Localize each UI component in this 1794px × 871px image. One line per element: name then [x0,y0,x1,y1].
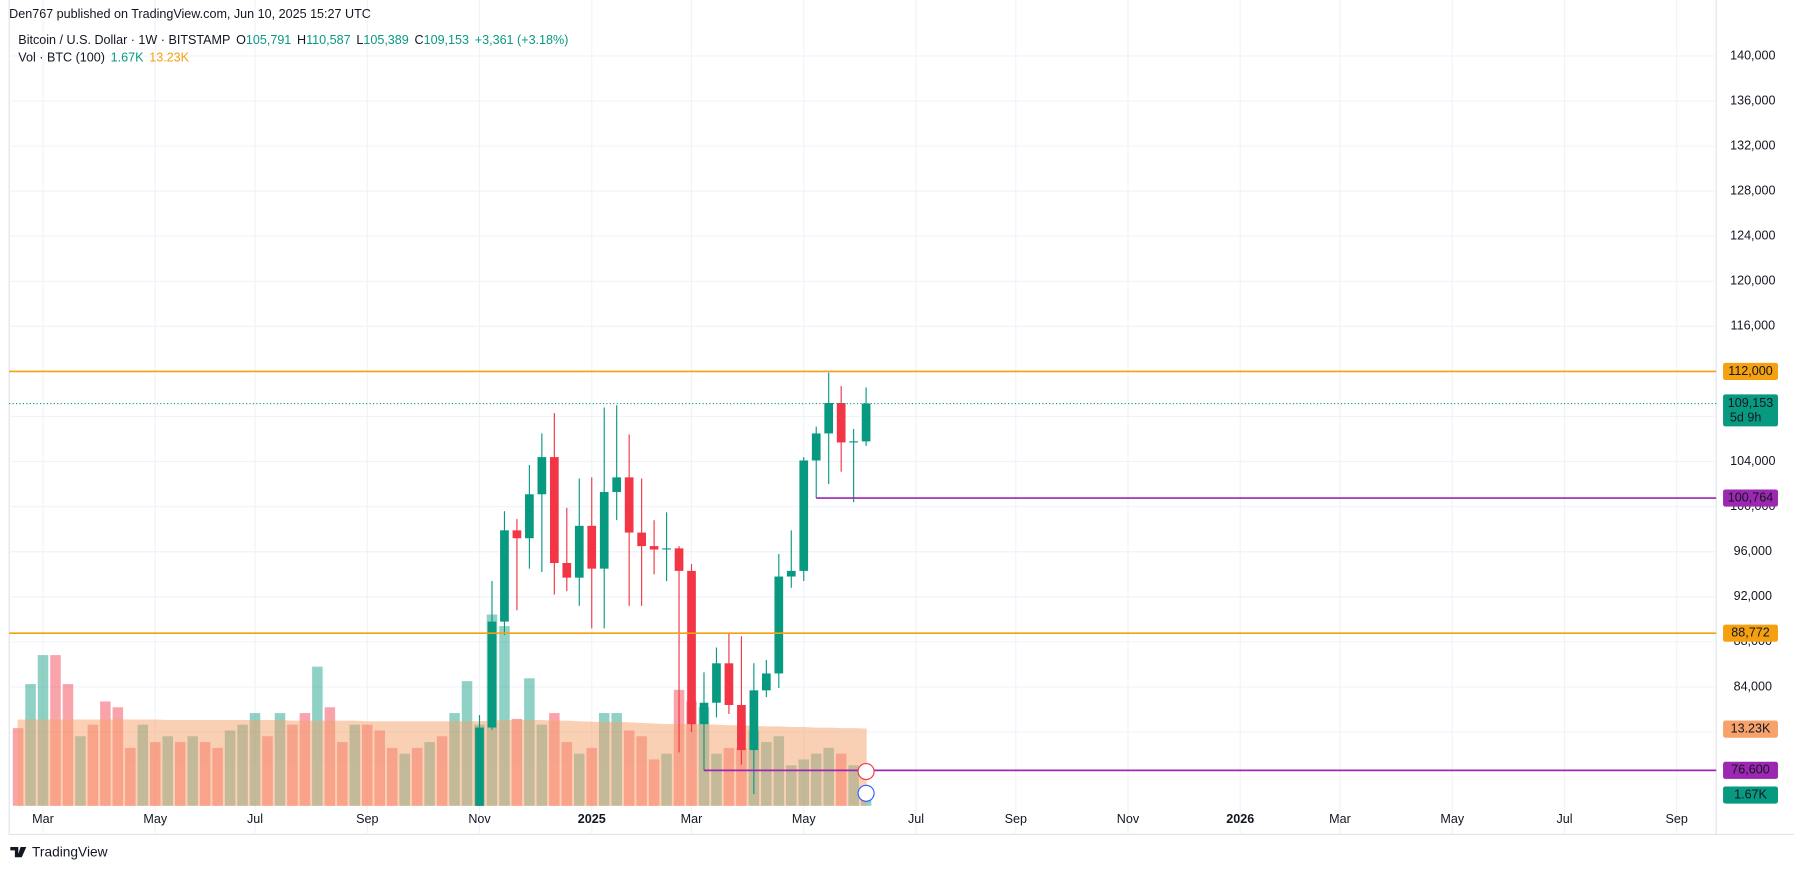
x-tick-label: Sep [1005,812,1027,826]
y-tick-label: 132,000 [1730,138,1775,152]
candle-body [599,492,609,569]
x-tick-label: May [792,812,816,826]
volume-bar [499,626,510,806]
price-label: 76,600 [1731,763,1769,777]
y-tick-label: 96,000 [1734,544,1772,558]
volume-label: 1.67K [1734,787,1767,801]
logo: TradingView [10,844,108,859]
x-tick-label: Nov [1117,812,1140,826]
candle-body [587,525,597,569]
candle-body [549,457,559,564]
legend-change: +3,361 (+3.18%) [475,33,569,47]
candle-body [512,530,522,539]
candle-body [737,704,746,751]
candle-body [824,403,834,434]
brand: TradingView [32,844,108,859]
candle-body [687,570,696,725]
candle-body [774,576,784,674]
candle-body [849,441,858,443]
x-tick-label: May [143,812,167,826]
event-icon [857,762,875,781]
x-tick-label: 2025 [578,812,606,826]
publisher: Den767 published on TradingView.com, Jun… [9,7,371,21]
ma-value: 13.23K [149,51,189,65]
y-tick-label: 104,000 [1730,454,1775,468]
candle-body [786,570,796,577]
last-price-box [1723,394,1778,427]
price-label: 88,772 [1731,626,1769,640]
candle-body [574,525,584,578]
legend: Bitcoin / U.S. Dollar · 1W · BITSTAMP O10… [18,33,568,47]
candle-body [487,621,497,728]
y-tick-label: 124,000 [1730,229,1775,243]
x-tick-label: Sep [356,812,378,826]
price-label: 112,000 [1728,364,1773,378]
legend-key: C [415,33,424,47]
candle-body [712,663,721,703]
candle-body [662,548,671,550]
candle-body [475,727,484,806]
volume-label-box [1723,786,1778,804]
candle-body [500,530,509,622]
y-tick-label: 128,000 [1730,183,1775,197]
x-tick-label: Nov [468,812,491,826]
x-tick-label: Jul [908,812,924,826]
x-tick-label: Sep [1666,812,1688,826]
candle-body [861,403,871,442]
candle-body [637,532,646,547]
countdown: 5d 9h [1730,411,1761,425]
x-tick-label: Mar [1329,812,1351,826]
y-tick-label: 136,000 [1730,93,1775,107]
candle-body [811,433,821,461]
ma-label: 13.23K [1731,721,1771,735]
plot-layer: Mar May Jul Sep Nov 2025 Mar May Jul Sep Nov 2026 Ma… [9,0,1778,835]
candle-body [699,702,709,725]
price-label: 100,764 [1728,490,1773,504]
candle-body [674,548,684,571]
volume-value: 1.67K [111,51,144,65]
legend-value: 105,791 [246,33,291,47]
event-icon [857,784,875,802]
y-tick-label: 84,000 [1734,679,1772,693]
candle-body [562,563,572,578]
candle-body [799,460,809,571]
candle-body [761,673,771,691]
candle-body [525,494,534,539]
y-tick-label: 92,000 [1734,589,1772,603]
candle-body [724,663,734,705]
candle-body [624,477,634,533]
legend-value: 105,389 [363,33,408,47]
candle-body [649,546,659,550]
legend-key: O [236,33,246,47]
candle-body [612,477,622,493]
price-label-box [1723,624,1778,642]
x-tick-label: 2026 [1226,812,1254,826]
plot [12,372,872,806]
x-tick-label: Jul [247,812,263,826]
volume-title: Vol · BTC (100) [18,51,105,65]
legend-key: H [297,33,306,47]
y-tick-label: 116,000 [1731,319,1776,333]
candle-body [537,457,547,495]
symbol: Bitcoin / U.S. Dollar · 1W · BITSTAMP [18,33,230,47]
y-tick-label: 140,000 [1730,48,1775,62]
x-tick-label: Mar [681,812,703,826]
legend-value: 110,587 [306,33,351,47]
legend-key: L [356,33,363,47]
x-tick-label: May [1440,812,1464,826]
ma-label-box [1723,720,1778,738]
y-tick-label: 120,000 [1730,274,1775,288]
last-price-label: 109,153 [1728,396,1773,410]
candle-body [749,690,759,751]
candle-body [836,403,846,443]
volume-legend: Vol · BTC (100) 1.67K 13.23K [18,51,189,65]
price-label-box [1723,489,1778,507]
price-label-box [1723,761,1778,779]
legend-value: 109,153 [424,33,469,47]
price-label-box [1723,362,1778,381]
x-tick-label: Mar [32,812,54,826]
x-tick-label: Jul [1556,812,1572,826]
